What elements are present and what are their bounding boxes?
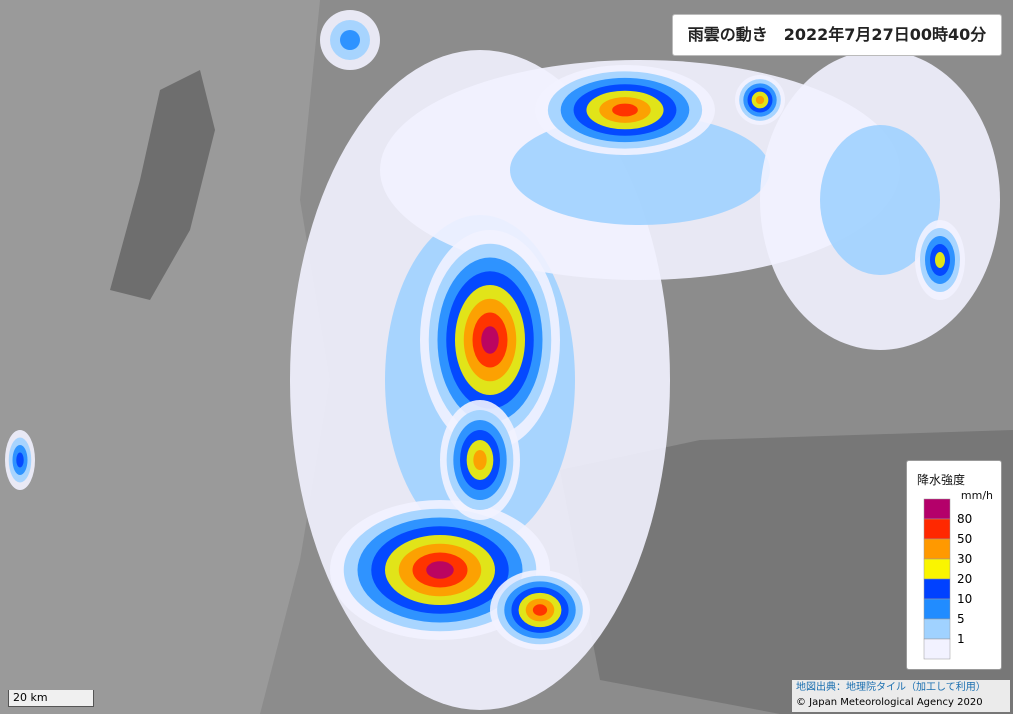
- legend-label: 10: [957, 592, 972, 606]
- legend-swatch: [923, 598, 951, 620]
- rain-area: [935, 252, 945, 268]
- rain-echo: [490, 570, 590, 650]
- legend-title: 降水強度: [917, 473, 966, 487]
- rain-area: [426, 561, 454, 579]
- rain-echo: [760, 50, 1000, 350]
- lake: [110, 70, 215, 300]
- legend-label: 1: [957, 632, 965, 646]
- copyright: © Japan Meteorological Agency 2020: [796, 697, 983, 708]
- map-source: 地図出典：地理院タイル（加工して利用）: [796, 682, 986, 693]
- rain-area: [612, 103, 638, 117]
- rain-area: [473, 450, 487, 470]
- rain-echo: [5, 430, 35, 490]
- attribution: 地図出典：地理院タイル（加工して利用） © Japan Meteorologic…: [792, 680, 1010, 712]
- legend-swatch: [923, 498, 951, 520]
- legend: 降水強度 mm/h 80 50 30 20 10 5 1: [906, 460, 1002, 670]
- legend-unit: mm/h: [960, 489, 993, 502]
- rain-area: [340, 30, 360, 50]
- scale-bar: 20 km: [8, 690, 94, 707]
- legend-label: 20: [957, 572, 972, 586]
- rain-echo: [535, 65, 715, 155]
- rain-area: [532, 604, 548, 616]
- legend-swatch: [923, 518, 951, 540]
- rain-echo: [440, 400, 520, 520]
- legend-label: 80: [957, 512, 972, 526]
- map-title: 雨雲の動き 2022年7月27日00時40分: [672, 14, 1002, 56]
- rain-area: [820, 125, 940, 275]
- legend-swatch: [923, 578, 951, 600]
- rain-area: [481, 326, 499, 354]
- legend-label: 30: [957, 552, 972, 566]
- legend-swatch: [923, 618, 951, 640]
- legend-swatch: [923, 558, 951, 580]
- rain-echo: [320, 10, 380, 70]
- land: [0, 0, 330, 714]
- rain-echo: [915, 220, 965, 300]
- legend-swatch: [923, 638, 951, 660]
- rain-area: [16, 452, 24, 468]
- legend-scale: 80 50 30 20 10 5 1: [923, 498, 972, 660]
- rain-echo: [330, 500, 550, 640]
- rain-echo: [420, 230, 560, 450]
- legend-label: 50: [957, 532, 972, 546]
- legend-swatch: [923, 538, 951, 560]
- legend-label: 5: [957, 612, 965, 626]
- sea: [560, 430, 1013, 714]
- rain-area: [755, 95, 765, 105]
- rain-echo: [735, 75, 785, 125]
